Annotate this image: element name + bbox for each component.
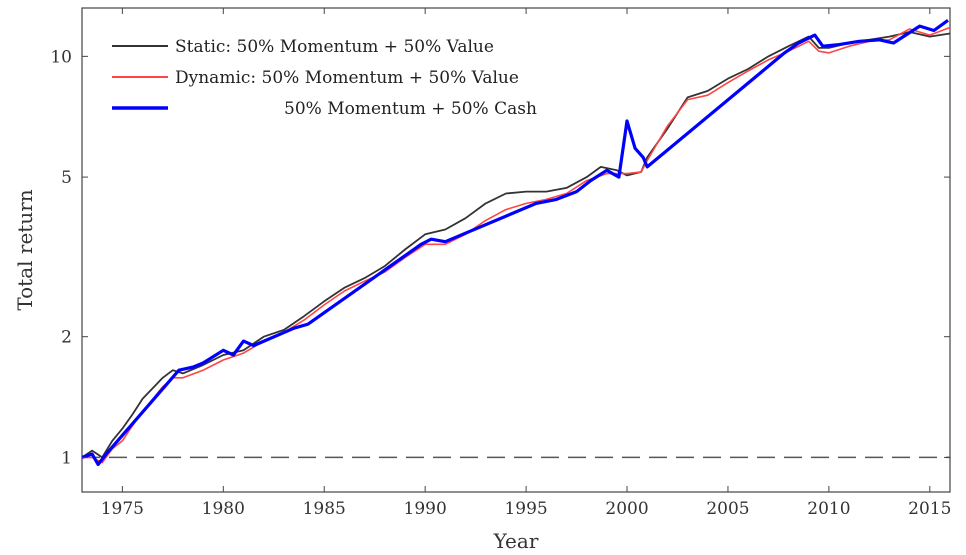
x-tick-label: 2010	[807, 499, 850, 519]
plot-frame	[81, 7, 951, 493]
y-tick-label: 1	[61, 448, 72, 468]
x-tick-label: 2000	[605, 499, 648, 519]
ticks-layer: 1975 1980 1985 1990 1995 2000 2005 2010 2015 1 2 5 1…	[50, 8, 951, 519]
series-line-static	[81, 31, 951, 459]
y-axis-title: Total return	[13, 189, 37, 310]
y-tick-label: 5	[61, 168, 72, 188]
series-layer	[81, 19, 951, 467]
series-line-cash	[81, 19, 949, 467]
x-tick-label: 1980	[202, 499, 245, 519]
y-tick-label: 10	[50, 47, 72, 67]
legend-label-dynamic: Dynamic: 50% Momentum + 50% Value	[175, 68, 519, 88]
x-axis-title: Year	[493, 529, 539, 553]
legend: Static: 50% Momentum + 50% Value Dynamic…	[112, 37, 537, 119]
y-tick-label: 2	[61, 328, 72, 348]
legend-label-static: Static: 50% Momentum + 50% Value	[175, 37, 494, 57]
x-tick-label: 1990	[404, 499, 447, 519]
series-line-dynamic	[82, 26, 951, 464]
x-tick-label: 1995	[504, 499, 547, 519]
x-tick-label: 2015	[908, 499, 951, 519]
x-tick-label: 1975	[101, 499, 144, 519]
x-tick-label: 2005	[706, 499, 749, 519]
x-tick-label: 1985	[303, 499, 346, 519]
legend-label-cash: 50% Momentum + 50% Cash	[284, 99, 537, 119]
